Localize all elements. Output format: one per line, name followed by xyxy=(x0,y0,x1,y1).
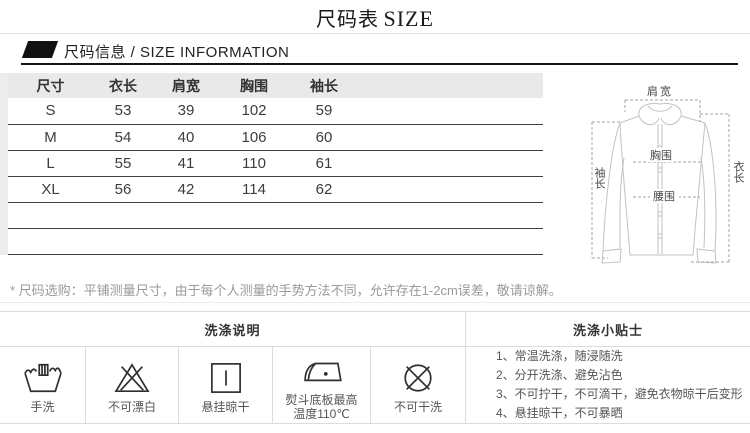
tip-line: 1、常温洗涤，随浸随洗 xyxy=(496,349,623,363)
col-header-shoulder: 肩宽 xyxy=(153,73,219,98)
do-not-dry-clean-icon xyxy=(401,359,435,397)
table-row: S 53 39 102 59 xyxy=(8,98,543,124)
cell-bust: 110 xyxy=(242,154,266,172)
care-label: 熨斗底板最高温度110℃ xyxy=(285,392,358,421)
cell-sleeve: 60 xyxy=(315,128,333,146)
care-label: 悬挂晾干 xyxy=(201,399,250,414)
care-label: 不可漂白 xyxy=(107,399,156,414)
table-left-strip xyxy=(0,73,8,255)
cell-size: S xyxy=(45,102,56,120)
cell-length: 55 xyxy=(114,154,132,172)
section-underline xyxy=(21,63,738,65)
wash-body-row: 手洗 不可漂白 xyxy=(0,347,750,423)
cell-size: XL xyxy=(41,180,60,198)
shoulder-label: 肩宽 xyxy=(647,84,673,98)
page-title: 尺码表 SIZE xyxy=(0,3,750,32)
cell-length: 54 xyxy=(114,128,132,146)
table-row: L 55 41 110 61 xyxy=(8,150,543,176)
section-title: 尺码信息 / SIZE INFORMATION xyxy=(64,44,290,61)
care-label: 不可干洗 xyxy=(393,399,442,414)
size-table-header-row: 尺寸 衣长 肩宽 胸围 袖长 xyxy=(8,73,543,98)
col-header-sleeve: 袖长 xyxy=(289,73,359,98)
cell-sleeve: 62 xyxy=(315,180,333,198)
care-label: 手洗 xyxy=(30,399,55,414)
tip-line: 3、不可拧干，不可滴干，避免衣物晾干后变形 xyxy=(496,387,743,401)
page-title-en: SIZE xyxy=(383,6,434,31)
cell-length: 53 xyxy=(114,102,132,120)
do-not-bleach-icon xyxy=(114,359,150,397)
tip-line: 4、悬挂晾干，不可暴晒 xyxy=(496,406,623,420)
wash-tips-header: 洗涤小贴士 xyxy=(572,322,643,338)
tip-line: 2、分开洗涤、避免沾色 xyxy=(496,368,623,382)
col-header-size: 尺寸 xyxy=(8,73,93,98)
wash-instructions-header: 洗涤说明 xyxy=(0,312,466,346)
care-cell-no-dry-clean: 不可干洗 xyxy=(371,347,466,423)
col-header-length: 衣长 xyxy=(93,73,153,98)
cell-bust: 114 xyxy=(242,180,266,198)
table-row: XL 56 42 114 62 xyxy=(8,176,543,202)
col-header-bust: 胸围 xyxy=(219,73,289,98)
shirt-measurement-diagram: 肩宽 胸围 腰围 袖长 衣长 xyxy=(591,84,745,264)
hang-dry-icon xyxy=(210,359,242,397)
care-cell-hand-wash: 手洗 xyxy=(0,347,86,423)
cell-size: M xyxy=(44,128,57,146)
divider-mid xyxy=(0,302,750,303)
cell-sleeve: 59 xyxy=(315,102,333,120)
cell-sleeve: 61 xyxy=(315,154,333,172)
iron-max-110-icon xyxy=(299,352,345,390)
size-note: * 尺码选购：平铺测量尺寸，由于每个人测量的手势方法不同，允许存在1-2cm误差… xyxy=(10,283,562,298)
black-flag-icon xyxy=(21,41,59,58)
wash-tips-list: 1、常温洗涤，随浸随洗 2、分开洗涤、避免沾色 3、不可拧干，不可滴干，避免衣物… xyxy=(466,347,750,423)
cell-shoulder: 39 xyxy=(177,102,195,120)
cell-shoulder: 41 xyxy=(177,154,195,172)
cell-bust: 106 xyxy=(241,128,267,146)
divider-top xyxy=(0,33,750,34)
wash-header-row: 洗涤说明 洗涤小贴士 xyxy=(0,312,750,347)
sleeve-measure-line xyxy=(591,121,620,259)
hand-wash-icon xyxy=(22,359,64,397)
shoulder-measure-line xyxy=(624,99,701,122)
page-title-zh: 尺码表 xyxy=(316,9,380,31)
size-table: 尺寸 衣长 肩宽 胸围 袖长 S 53 39 102 59 M 54 40 10 xyxy=(8,73,543,255)
bust-label: 胸围 xyxy=(650,148,672,162)
care-cell-hang-dry: 悬挂晾干 xyxy=(179,347,273,423)
table-row-empty xyxy=(8,228,543,254)
length-label: 衣长 xyxy=(732,160,745,183)
length-measure-line xyxy=(691,113,730,263)
care-cell-iron: 熨斗底板最高温度110℃ xyxy=(273,347,371,423)
table-row-empty xyxy=(8,202,543,228)
table-row: M 54 40 106 60 xyxy=(8,124,543,150)
cell-shoulder: 42 xyxy=(177,180,195,198)
cell-size: L xyxy=(46,154,55,172)
cell-shoulder: 40 xyxy=(177,128,195,146)
cell-bust: 102 xyxy=(241,102,267,120)
waist-label: 腰围 xyxy=(653,190,675,203)
care-cell-no-bleach: 不可漂白 xyxy=(86,347,179,423)
cell-length: 56 xyxy=(114,180,132,198)
wash-care-table: 洗涤说明 洗涤小贴士 手洗 xyxy=(0,311,750,424)
sleeve-label: 袖长 xyxy=(593,166,606,189)
